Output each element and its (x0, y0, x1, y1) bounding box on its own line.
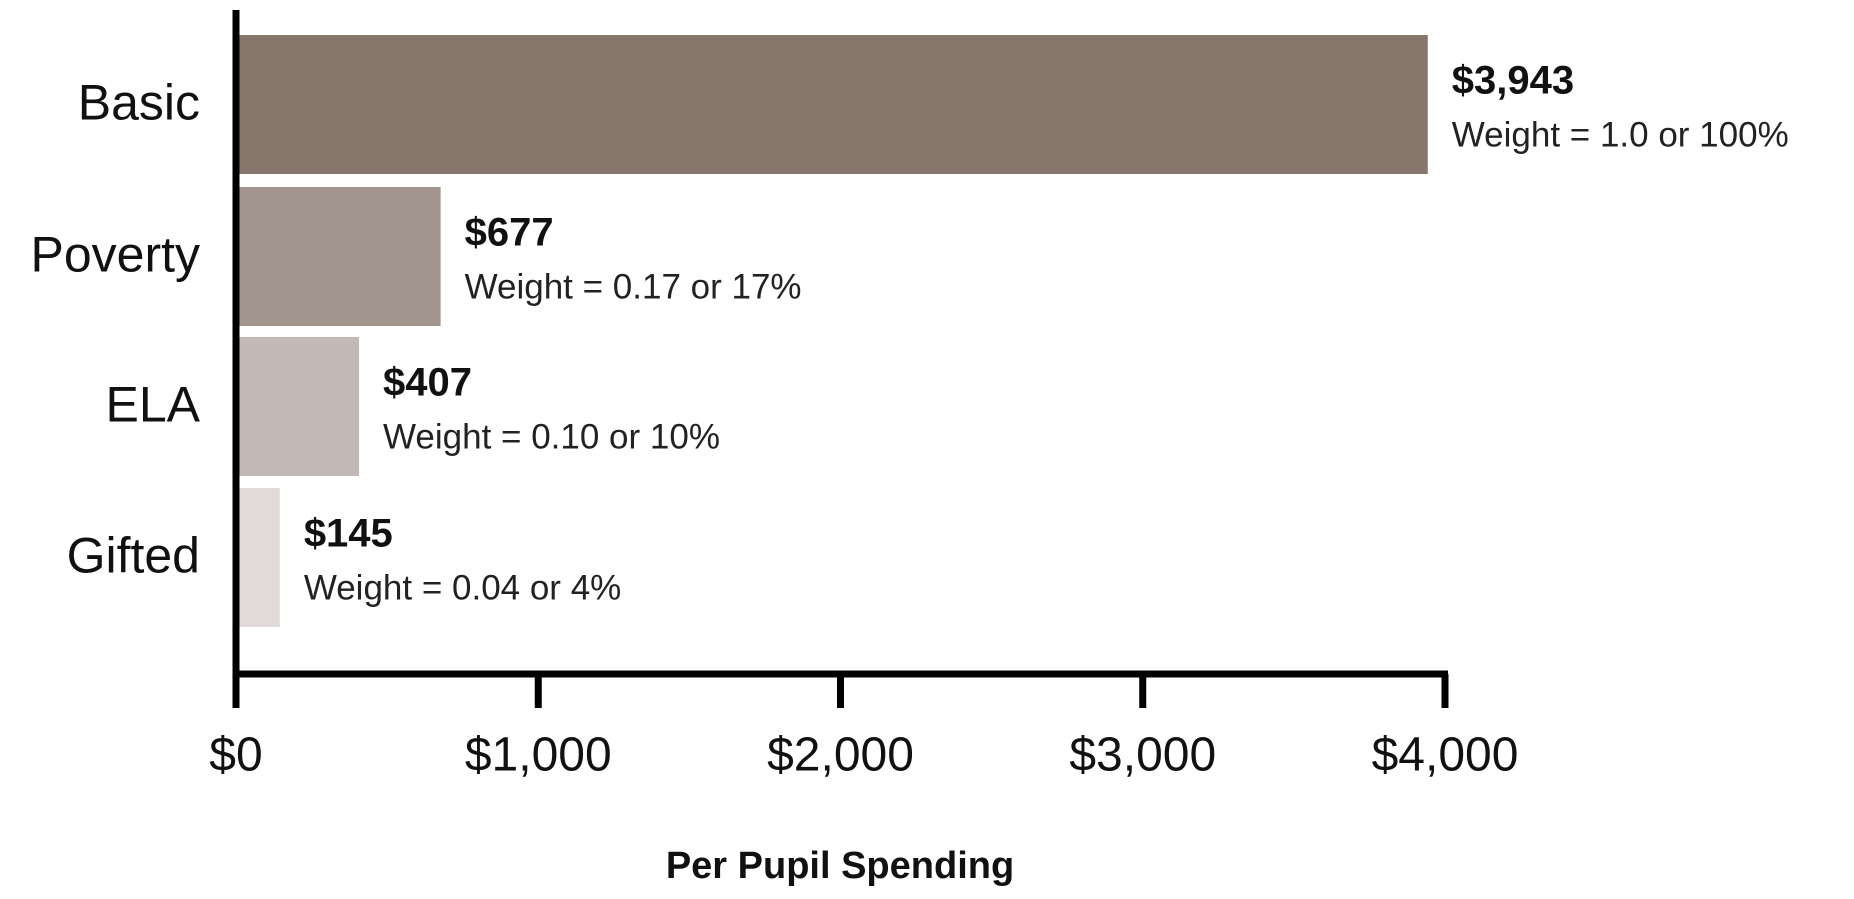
annotation: Weight = 0.04 or 4% (304, 568, 621, 607)
x-tick-label: $1,000 (465, 729, 612, 782)
bar (236, 488, 280, 627)
y-tick-label: Basic (78, 75, 200, 131)
annotation: Weight = 1.0 or 100% (1452, 115, 1789, 154)
value-label: $677 (465, 211, 554, 255)
x-tick-label: $3,000 (1069, 729, 1216, 782)
x-tick-label: $4,000 (1372, 729, 1519, 782)
y-tick-label: Poverty (30, 227, 200, 283)
value-label: $3,943 (1452, 59, 1574, 103)
value-label: $407 (383, 361, 472, 405)
x-tick-label: $0 (209, 729, 262, 782)
bar (236, 35, 1428, 174)
bar (236, 337, 360, 476)
bar (236, 187, 441, 326)
x-tick-label: $2,000 (767, 729, 914, 782)
annotation: Weight = 0.10 or 10% (383, 417, 720, 456)
y-tick-label: Gifted (67, 528, 200, 584)
value-label: $145 (304, 512, 393, 556)
annotation: Weight = 0.17 or 17% (465, 267, 802, 306)
y-tick-label: ELA (105, 377, 200, 433)
x-axis-label: Per Pupil Spending (666, 845, 1014, 887)
